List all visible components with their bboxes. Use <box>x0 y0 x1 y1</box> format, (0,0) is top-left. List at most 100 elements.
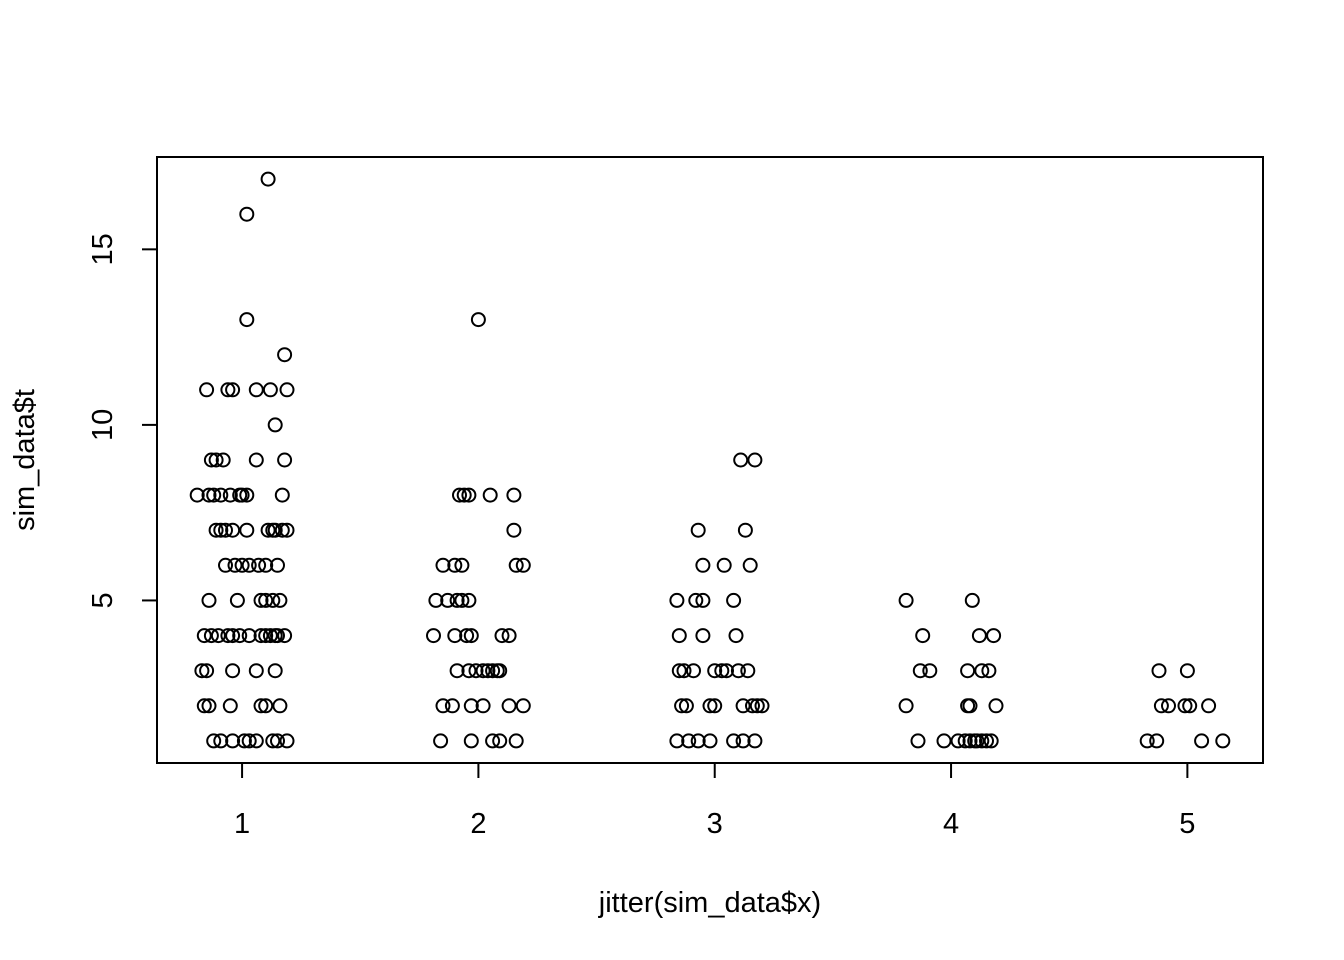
data-point <box>241 733 257 749</box>
data-point <box>267 417 283 433</box>
data-point <box>270 733 285 749</box>
data-point <box>988 698 1004 714</box>
x-axis: 1 2 3 4 5 <box>234 762 1195 840</box>
x-tick-label: 4 <box>943 808 959 840</box>
data-point <box>262 628 278 644</box>
data-point <box>475 698 491 714</box>
data-point <box>201 698 217 714</box>
data-point <box>1182 698 1198 714</box>
data-point <box>203 628 219 644</box>
data-point <box>196 628 212 644</box>
data-point <box>1139 733 1155 749</box>
data-point <box>983 733 999 749</box>
data-point <box>248 733 264 749</box>
x-tick-label: 1 <box>234 808 250 840</box>
data-point <box>754 698 770 714</box>
data-point <box>459 628 475 644</box>
data-point <box>950 733 966 749</box>
data-point <box>199 382 215 398</box>
data-point <box>213 487 229 503</box>
data-point <box>745 698 760 714</box>
data-point <box>964 592 980 608</box>
data-point <box>210 628 226 644</box>
data-point <box>196 698 212 714</box>
data-point <box>669 592 685 608</box>
data-point <box>461 487 477 503</box>
data-point <box>203 452 219 468</box>
data-point <box>206 733 222 749</box>
data-point <box>433 733 449 749</box>
data-point <box>461 663 477 679</box>
data-point <box>258 592 274 608</box>
data-point <box>241 628 257 644</box>
data-point <box>270 557 285 573</box>
data-point <box>707 698 723 714</box>
data-point <box>270 628 285 644</box>
data-point <box>234 557 250 573</box>
data-point <box>447 557 463 573</box>
data-point <box>277 347 293 363</box>
data-point <box>267 522 283 538</box>
data-point <box>201 487 217 503</box>
data-point <box>1201 698 1217 714</box>
data-point <box>508 557 524 573</box>
data-point <box>702 733 718 749</box>
data-point <box>737 522 753 538</box>
data-point <box>974 663 990 679</box>
data-point <box>702 698 718 714</box>
data-point <box>733 452 749 468</box>
data-point <box>248 382 264 398</box>
data-point <box>962 733 978 749</box>
data-point <box>979 733 994 749</box>
data-point <box>258 628 274 644</box>
data-point <box>215 452 231 468</box>
data-point <box>716 557 732 573</box>
y-tick-label: 15 <box>87 233 119 265</box>
data-point <box>669 733 685 749</box>
data-point <box>468 663 484 679</box>
data-point <box>747 452 763 468</box>
data-point <box>1149 733 1165 749</box>
data-point <box>239 487 255 503</box>
data-point <box>279 382 295 398</box>
data-point <box>1161 698 1176 714</box>
data-point <box>726 592 742 608</box>
data-point <box>253 628 269 644</box>
data-point <box>277 628 293 644</box>
x-axis-label: jitter(sim_data$x) <box>598 887 821 919</box>
data-point <box>515 557 531 573</box>
data-point <box>974 733 990 749</box>
data-point <box>218 522 233 538</box>
data-point <box>213 733 229 749</box>
x-tick-label: 3 <box>707 808 723 840</box>
data-point <box>1151 663 1167 679</box>
data-point <box>962 698 978 714</box>
data-point <box>506 522 522 538</box>
data-point <box>267 663 283 679</box>
data-point <box>688 592 704 608</box>
data-point <box>279 522 295 538</box>
data-point <box>501 628 517 644</box>
data-point <box>695 628 711 644</box>
data-point <box>426 628 441 644</box>
data-point <box>957 733 973 749</box>
data-point <box>248 452 264 468</box>
data-point <box>910 733 926 749</box>
data-point <box>740 663 756 679</box>
data-point <box>674 698 690 714</box>
data-point <box>749 698 765 714</box>
data-point <box>898 592 914 608</box>
data-point <box>726 733 742 749</box>
data-point <box>260 171 276 187</box>
data-point <box>475 663 491 679</box>
data-point <box>201 592 217 608</box>
data-point <box>1153 698 1169 714</box>
data-point <box>229 592 245 608</box>
data-point <box>220 382 236 398</box>
x-tick-label: 2 <box>470 808 486 840</box>
y-tick-label: 10 <box>87 409 119 441</box>
data-point <box>452 487 467 503</box>
data-point <box>225 382 241 398</box>
data-point <box>1177 698 1193 714</box>
data-point <box>253 592 269 608</box>
